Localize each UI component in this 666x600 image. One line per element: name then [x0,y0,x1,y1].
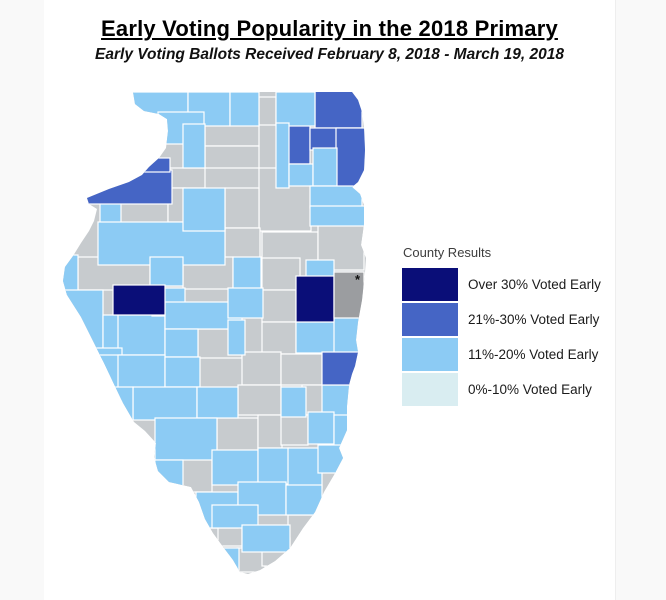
legend-label-over-30: Over 30% Voted Early [468,277,601,292]
county-cell [182,187,226,232]
county-cell [287,514,319,549]
legend-swatch-0-10 [402,373,458,406]
legend-swatch-21-30 [402,303,458,336]
county-cell [76,354,123,389]
county-cell [224,187,260,229]
county-cell [117,354,166,389]
chart-subtitle: Early Voting Ballots Received February 8… [95,46,564,63]
legend-row-over-30: Over 30% Voted Early [402,268,614,301]
county-cell [261,257,301,291]
county-cell [63,254,79,296]
county-cell [232,256,262,290]
county-cell [63,289,104,363]
county-cell [149,256,184,287]
legend-label-0-10: 0%-10% Voted Early [468,382,592,397]
county-cell [309,185,363,209]
county-cell [333,316,365,354]
county-cell [112,284,166,316]
legend-swatch-over-30 [402,268,458,301]
county-cell [241,524,291,553]
legend-row-0-10: 0%-10% Voted Early [402,373,614,406]
county-cell [154,417,218,461]
county-cell [227,319,246,356]
county-cell [216,417,259,452]
no-data-asterisk: * [355,272,361,287]
county-cell [257,447,290,485]
county-cell [287,447,323,489]
legend-title: County Results [403,245,492,260]
county-cell [117,314,166,356]
county-cell [85,169,173,205]
county-cell [280,353,323,386]
county-cell [132,386,198,421]
legend: County Results Over 30% Voted Early 21%-… [402,245,614,408]
county-cell [241,351,282,386]
county-cell [227,287,264,319]
county-cell [229,92,260,127]
legend-swatch-11-20 [402,338,458,371]
chart-title: Early Voting Popularity in the 2018 Prim… [101,16,558,41]
legend-row-11-20: 11%-20% Voted Early [402,338,614,371]
county-cell [204,145,260,169]
illinois-county-map: * [63,92,366,574]
county-cell [261,321,297,355]
county-cell [167,167,206,189]
county-cell [321,351,363,386]
county-cell [258,96,277,126]
county-cell [89,386,134,421]
county-cell [275,122,290,189]
county-cell [307,411,335,445]
county-cell [196,386,239,419]
county-cell [280,386,307,418]
county-cell [182,123,206,169]
county-cell [285,484,323,516]
legend-label-21-30: 21%-30% Voted Early [468,312,600,327]
county-cell [237,384,282,416]
county-cell [220,547,240,574]
header: Early Voting Popularity in the 2018 Prim… [44,0,615,64]
county-cell [164,328,199,358]
county-cell [335,127,366,189]
county-cell [309,205,366,227]
county-cell [257,414,283,449]
county-cell [333,414,361,448]
county-cell [288,163,314,187]
county-cell [154,459,184,489]
county-cell [211,449,259,486]
county-cell [139,157,171,173]
county-cell [275,92,316,127]
county-cell [295,275,335,323]
county-cell [314,92,363,129]
county-cell [295,321,341,354]
county-cell [280,414,309,446]
county-cell [312,147,338,187]
county-cell [164,356,201,388]
county-cell [211,504,259,529]
county-cell [261,289,297,323]
county-cell [285,124,311,165]
legend-row-21-30: 21%-30% Voted Early [402,303,614,336]
county-cell [317,444,351,474]
county-cell [305,259,335,279]
legend-label-11-20: 11%-20% Voted Early [468,347,599,362]
